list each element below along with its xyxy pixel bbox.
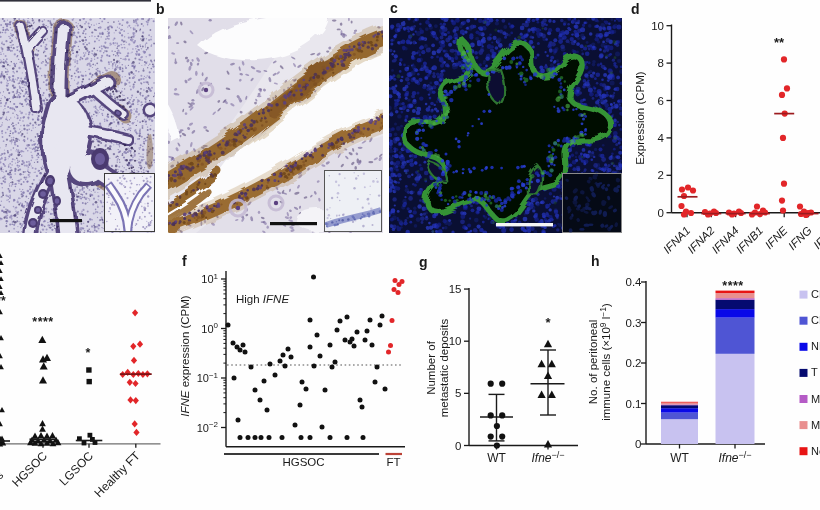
svg-text:FT: FT [386, 456, 400, 468]
svg-text:No. of peritoneal: No. of peritoneal [587, 320, 599, 404]
svg-text:High IFNE: High IFNE [236, 293, 289, 305]
svg-text:10−2: 10−2 [197, 420, 219, 434]
svg-text:Monocytes: Monocytes [811, 393, 820, 405]
svg-text:*: * [86, 346, 91, 360]
svg-text:CD4 T cells: CD4 T cells [811, 288, 820, 300]
svg-text:0.4: 0.4 [626, 276, 643, 288]
svg-text:immune cells (×109 l−1): immune cells (×109 l−1) [598, 303, 612, 421]
svg-text:0.3: 0.3 [626, 317, 642, 329]
svg-text:10−1: 10−1 [197, 371, 219, 385]
svg-text:IFNG: IFNG [786, 224, 814, 252]
svg-text:100: 100 [201, 321, 218, 335]
svg-text:**: ** [0, 294, 6, 308]
svg-text:****: **** [32, 315, 53, 329]
svg-text:8: 8 [658, 57, 664, 69]
svg-text:LGSOC: LGSOC [57, 448, 97, 488]
svg-text:4: 4 [658, 132, 665, 144]
svg-text:0.2: 0.2 [626, 357, 642, 369]
svg-text:IFNB1: IFNB1 [734, 224, 766, 256]
svg-text:Number of: Number of [425, 340, 437, 394]
svg-text:IFNK: IFNK [811, 223, 820, 251]
svg-text:h: h [591, 253, 600, 269]
svg-text:HGSOC: HGSOC [9, 448, 50, 489]
svg-text:****: **** [722, 279, 743, 293]
svg-text:s: s [0, 469, 6, 482]
svg-text:*: * [545, 315, 551, 330]
svg-text:HGSOC: HGSOC [282, 456, 324, 468]
svg-text:g: g [419, 254, 428, 270]
svg-text:NK cells: NK cells [811, 340, 820, 352]
svg-text:b: b [156, 1, 165, 17]
svg-text:0: 0 [658, 207, 664, 219]
svg-text:d: d [631, 1, 640, 17]
svg-text:WT: WT [670, 451, 689, 465]
svg-text:Expression (CPM): Expression (CPM) [634, 71, 646, 164]
svg-text:Healthy FT: Healthy FT [92, 448, 144, 500]
svg-text:CD8 T cells: CD8 T cells [811, 314, 820, 326]
svg-text:0: 0 [635, 438, 641, 450]
svg-text:2: 2 [658, 169, 664, 181]
svg-text:T cells: T cells [811, 366, 820, 378]
svg-text:101: 101 [201, 272, 218, 286]
svg-text:10: 10 [651, 20, 664, 32]
svg-text:**: ** [774, 35, 785, 50]
svg-text:WT: WT [487, 451, 506, 465]
svg-text:IFNE expression (CPM): IFNE expression (CPM) [179, 295, 191, 417]
svg-text:10: 10 [449, 335, 462, 347]
svg-text:c: c [390, 0, 398, 16]
svg-text:Mast cells: Mast cells [811, 419, 820, 431]
svg-text:metastatic deposits: metastatic deposits [438, 319, 450, 418]
svg-text:f: f [182, 253, 187, 269]
svg-text:5: 5 [455, 387, 461, 399]
svg-text:0: 0 [455, 440, 461, 452]
svg-text:IFNE: IFNE [763, 224, 790, 251]
svg-text:Neutrophils: Neutrophils [811, 445, 820, 457]
svg-text:Ifne−/−: Ifne−/− [531, 450, 564, 465]
svg-text:0.1: 0.1 [626, 398, 642, 410]
svg-text:6: 6 [658, 95, 664, 107]
svg-text:15: 15 [449, 283, 462, 295]
svg-text:Ifne−/−: Ifne−/− [718, 450, 751, 465]
